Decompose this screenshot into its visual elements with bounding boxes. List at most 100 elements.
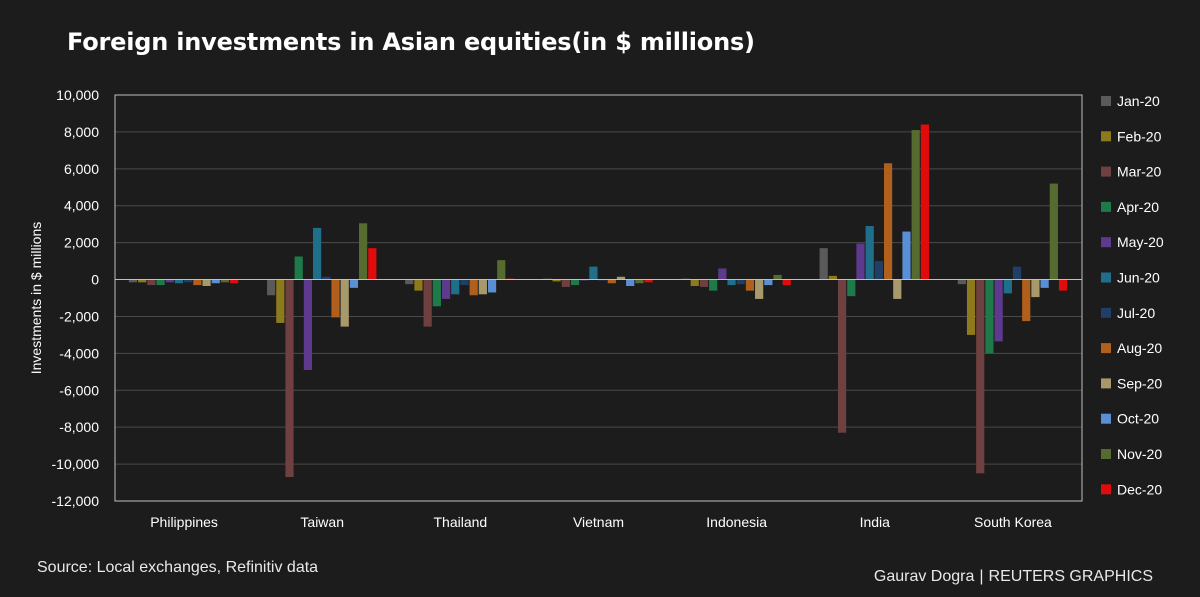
legend-swatch [1101,307,1111,318]
bar [174,279,184,284]
bar [976,279,985,474]
legend-label: Mar-20 [1117,164,1162,180]
bar [1003,279,1012,294]
legend-label: Apr-20 [1117,199,1159,215]
bar [773,274,782,280]
x-tick-label: South Korea [974,514,1052,530]
bar [414,279,423,291]
bar [626,279,635,287]
chart-title: Foreign investments in Asian equities(in… [67,28,755,56]
bar [340,279,349,327]
bar [847,279,856,297]
bar [874,261,883,280]
y-tick-label: -12,000 [52,493,100,509]
bar [644,279,653,283]
bar [487,279,497,293]
gridlines [115,94,1082,502]
y-tick-label: 2,000 [64,235,99,251]
bar [322,276,331,280]
x-tick-label: Philippines [150,514,218,530]
bar [865,226,874,280]
y-tick-label: -6,000 [59,382,99,398]
legend-swatch [1101,131,1111,142]
bar [349,279,359,288]
bar [764,279,773,286]
y-tick-label: 10,000 [56,87,99,103]
x-tick-label: Vietnam [573,514,624,530]
bar [920,124,929,280]
legend-swatch [1101,166,1111,177]
bar [561,279,570,287]
legend: Jan-20 Feb-20 Mar-20 Apr-20 May-20 Jun-20 Jul-… [1101,93,1164,497]
bars [128,124,1068,478]
bar [313,227,322,280]
bar [165,279,174,283]
y-tick-label: -8,000 [59,419,99,435]
bar [1022,279,1031,322]
legend-label: Aug-20 [1117,340,1162,356]
legend-label: May-20 [1117,234,1164,250]
bar [432,279,441,307]
y-tick-label: 8,000 [64,124,99,140]
bar [267,279,276,296]
bar [147,279,156,286]
bar [405,279,414,285]
bar [368,248,377,280]
legend-label: Oct-20 [1117,411,1159,427]
bar [966,279,976,335]
bar [616,276,626,280]
bar [138,279,147,283]
bar [690,279,699,287]
bar [478,279,487,295]
bar [294,256,303,280]
x-tick-label: Taiwan [300,514,344,530]
legend-label: Jun-20 [1117,270,1160,286]
bar [837,279,847,433]
bar [1012,266,1022,280]
bar [883,163,893,280]
bar [1040,279,1049,288]
legend-swatch [1101,96,1111,106]
bar [469,279,478,296]
bar [736,279,745,285]
credit-separator: | [979,568,984,585]
bar [699,279,709,287]
legend-swatch [1101,484,1111,495]
bar [635,279,644,284]
bar [211,279,220,284]
bar [957,279,966,285]
bar [782,279,791,286]
bar [220,279,230,283]
legend-label: Jan-20 [1117,93,1160,109]
axes: -12,000 -10,000 -8,000 -6,000 -4,000 -2,000 0 2… [28,87,1083,530]
plot-frame [114,94,1083,502]
y-tick-label: 0 [91,272,99,288]
credit-line: Gaurav Dogra | REUTERS GRAPHICS [874,568,1153,586]
x-tick-label: Thailand [434,514,488,530]
bar [441,279,451,299]
bar [570,279,580,286]
bar [230,279,239,284]
legend-label: Jul-20 [1117,305,1155,321]
bar [1031,279,1040,298]
bar [184,279,193,283]
legend-swatch [1101,272,1111,283]
y-tick-label: -4,000 [59,345,99,361]
bar [994,279,1003,342]
bar [718,268,727,280]
bar [1058,279,1068,291]
bar [451,279,460,295]
credit-author: Gaurav Dogra [873,568,975,585]
y-axis-label: Investments in $ millions [28,222,44,375]
bar [156,279,165,286]
x-tick-label: India [860,514,891,530]
bar [745,279,755,291]
bar [193,279,202,286]
legend-label: Nov-20 [1117,446,1162,462]
y-tick-label: -2,000 [59,308,99,324]
bar [985,279,994,354]
x-tick-label: Indonesia [706,514,767,530]
bar [128,279,138,283]
bar [552,279,561,282]
